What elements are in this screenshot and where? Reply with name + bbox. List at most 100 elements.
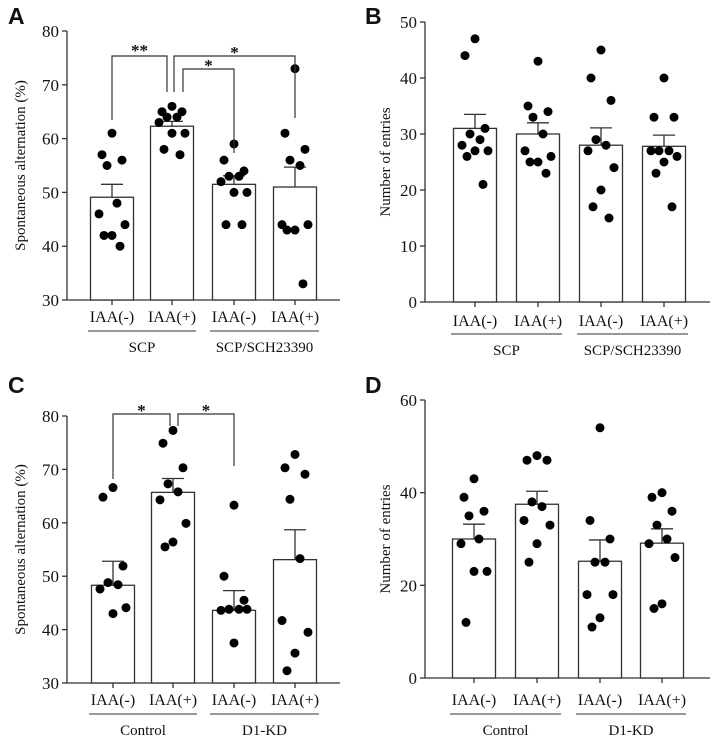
group-label: Control — [483, 723, 529, 738]
data-point — [667, 202, 677, 212]
data-point — [300, 469, 310, 479]
data-point — [470, 34, 480, 44]
data-point — [595, 423, 605, 433]
data-point — [280, 463, 290, 473]
y-tick-label: 40 — [400, 484, 417, 503]
data-point — [533, 56, 543, 66]
data-point — [664, 146, 674, 156]
data-point — [483, 146, 493, 156]
y-tick-label: 80 — [42, 22, 59, 41]
data-point — [590, 557, 600, 567]
x-category-label: IAA(+) — [638, 692, 686, 709]
data-point — [237, 220, 247, 230]
data-point — [456, 539, 466, 549]
data-point — [651, 168, 661, 178]
significance-label: * — [202, 401, 211, 420]
y-axis-label: Number of entries — [378, 107, 394, 216]
group-label: SCP/SCH23390 — [216, 340, 314, 356]
bar — [149, 125, 195, 301]
data-point — [112, 198, 122, 208]
data-point — [219, 571, 229, 581]
y-tick-label: 40 — [42, 621, 59, 640]
x-category-label: IAA(-) — [452, 692, 496, 709]
data-point — [121, 603, 131, 613]
data-point — [221, 220, 231, 230]
data-point — [168, 425, 178, 435]
data-point — [167, 101, 177, 111]
panel-d: D 0 20 40 60 Number of entries IAA(-) IAA(+) IAA… — [365, 372, 710, 738]
data-point — [644, 539, 654, 549]
data-point — [601, 140, 611, 150]
data-point — [303, 627, 313, 637]
data-point — [155, 495, 165, 505]
bar — [272, 186, 318, 301]
data-point — [520, 146, 530, 156]
data-point — [659, 73, 669, 83]
data-point — [290, 449, 300, 459]
data-point — [242, 604, 252, 614]
data-point — [586, 73, 596, 83]
x-category-label: IAA(+) — [640, 313, 688, 330]
data-point — [672, 151, 682, 161]
data-point — [588, 202, 598, 212]
panel-letter: A — [8, 3, 25, 29]
data-point — [285, 494, 295, 504]
y-tick-label: 0 — [409, 669, 418, 688]
y-tick-label: 60 — [42, 130, 59, 149]
data-point — [532, 539, 542, 549]
data-point — [295, 161, 305, 170]
data-point — [242, 187, 252, 197]
data-point — [173, 487, 183, 497]
data-point — [303, 220, 313, 230]
significance-label: * — [137, 401, 146, 420]
y-tick-label: 50 — [42, 567, 59, 586]
data-point — [300, 144, 310, 154]
panel-c: C 30 40 50 60 70 80 Spontaneous alternation (%)… — [8, 372, 340, 738]
data-point — [178, 463, 188, 473]
x-category-label: IAA(+) — [513, 692, 561, 709]
significance-bracket — [182, 68, 235, 153]
x-category-label: IAA(+) — [514, 313, 562, 330]
data-point — [219, 155, 229, 165]
group-label: D1-KD — [242, 723, 287, 738]
y-tick-label: 60 — [42, 514, 59, 533]
x-category-label: IAA(-) — [90, 309, 134, 326]
significance-bracket — [173, 55, 296, 118]
data-point — [461, 617, 471, 627]
data-point — [115, 241, 125, 251]
data-point — [108, 483, 118, 493]
significance-label: * — [204, 56, 213, 75]
x-category-label: IAA(-) — [453, 313, 497, 330]
data-point — [537, 502, 547, 512]
data-point — [239, 595, 249, 605]
y-axis-label: Number of entries — [378, 484, 394, 593]
y-tick-label: 10 — [400, 237, 417, 256]
y-tick-label: 60 — [400, 391, 417, 410]
data-point — [120, 220, 130, 230]
data-point — [474, 534, 484, 544]
data-point — [545, 520, 555, 530]
data-point — [462, 151, 472, 161]
data-point — [290, 225, 300, 235]
data-point — [290, 648, 300, 658]
significance-label: * — [230, 43, 239, 62]
data-point — [465, 129, 475, 139]
data-point — [160, 542, 170, 552]
data-point — [216, 177, 226, 187]
data-point — [543, 107, 553, 117]
data-point — [587, 622, 597, 632]
data-point — [95, 584, 105, 594]
group-label: D1-KD — [609, 723, 654, 738]
data-point — [600, 557, 610, 567]
data-point — [479, 506, 489, 516]
y-axis-label: Spontaneous alternation (%) — [13, 464, 29, 635]
data-point — [480, 123, 490, 133]
bar — [514, 503, 560, 679]
data-point — [285, 155, 295, 165]
panel-a: A 30 40 50 60 70 80 Spontaneous alternation (%)… — [8, 3, 340, 356]
x-category-label: IAA(-) — [579, 313, 623, 330]
data-point — [97, 150, 107, 160]
bar — [639, 542, 685, 679]
y-tick-label: 20 — [400, 181, 417, 200]
